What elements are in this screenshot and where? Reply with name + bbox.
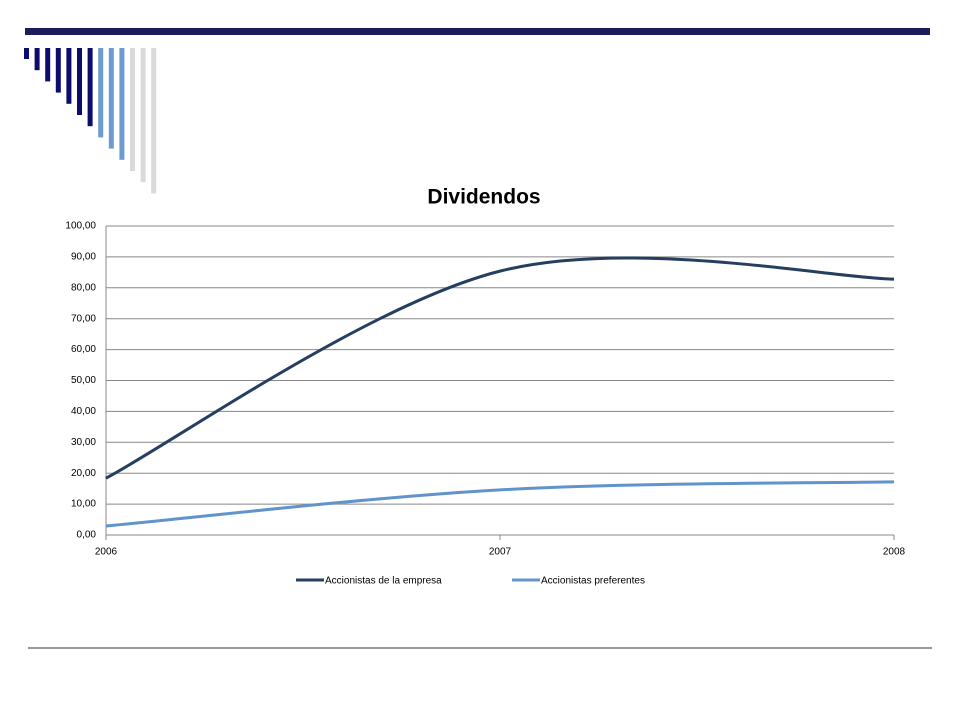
deco-bar <box>151 48 157 194</box>
x-tick-label: 2006 <box>95 547 118 558</box>
y-tick-label: 0,00 <box>77 530 97 541</box>
y-tick-label: 60,00 <box>71 344 96 355</box>
x-tick-label: 2007 <box>489 547 512 558</box>
decoration <box>24 48 157 194</box>
legend-label: Accionistas de la empresa <box>325 576 442 587</box>
y-tick-label: 90,00 <box>71 252 96 263</box>
x-tick-label: 2008 <box>883 547 906 558</box>
y-tick-label: 80,00 <box>71 282 96 293</box>
deco-bar <box>45 48 51 82</box>
y-tick-label: 40,00 <box>71 406 96 417</box>
top-band <box>25 28 930 35</box>
deco-bar <box>66 48 72 104</box>
deco-bar <box>24 48 29 59</box>
y-tick-label: 30,00 <box>71 437 96 448</box>
deco-bar <box>119 48 125 160</box>
legend-item: Accionistas de la empresa <box>296 576 442 587</box>
deco-bar <box>77 48 82 115</box>
y-tick-label: 50,00 <box>71 375 96 386</box>
y-tick-label: 70,00 <box>71 313 96 324</box>
deco-bar <box>34 48 40 71</box>
series-line <box>105 256 895 480</box>
deco-bar <box>108 48 114 149</box>
deco-bar <box>98 48 104 138</box>
deco-bar <box>87 48 93 127</box>
deco-bar <box>55 48 61 93</box>
y-tick-label: 20,00 <box>71 468 96 479</box>
y-tick-label: 10,00 <box>71 499 96 510</box>
legend-item: Accionistas preferentes <box>512 576 645 587</box>
legend-label: Accionistas preferentes <box>541 576 645 587</box>
deco-bar <box>130 48 135 171</box>
chart-title: Dividendos <box>427 186 540 209</box>
y-tick-label: 100,00 <box>65 221 96 232</box>
series-line <box>105 480 895 528</box>
deco-bar <box>140 48 146 183</box>
